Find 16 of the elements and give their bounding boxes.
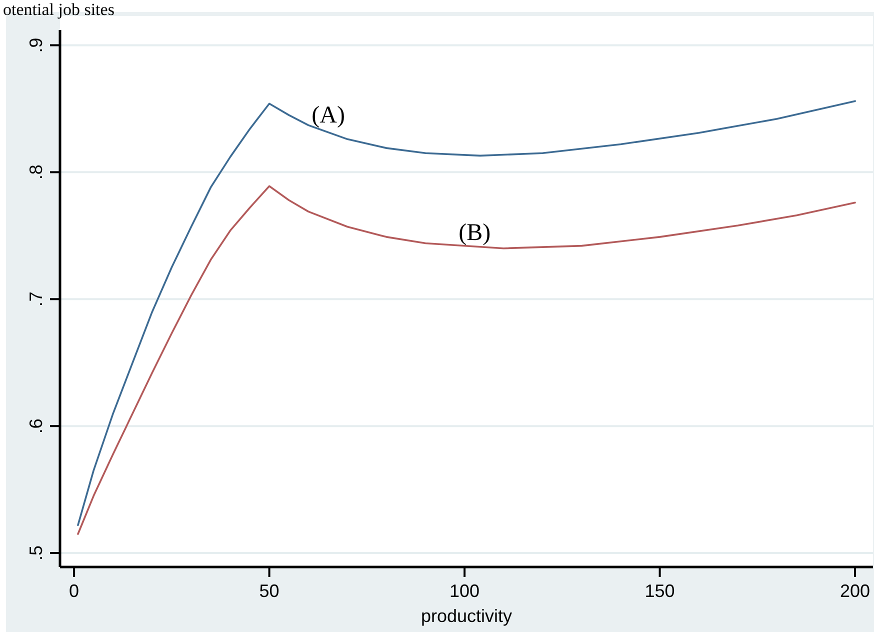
x-tick-label: 0 — [69, 581, 80, 601]
annotation: (A) — [312, 102, 345, 129]
x-axis-title: productivity — [420, 606, 512, 626]
x-tick-label: 200 — [840, 581, 870, 601]
x-tick-label: 50 — [259, 581, 280, 601]
line-series — [77, 185, 856, 535]
annotation: (B) — [458, 220, 491, 246]
y-tick-label: .6 — [26, 418, 46, 434]
y-tick-label: .9 — [26, 38, 46, 53]
x-tick-label: 150 — [644, 581, 675, 601]
y-tick-label: .7 — [26, 292, 46, 307]
y-tick-label: .5 — [26, 546, 46, 561]
chart-title: otential job sites — [3, 0, 114, 19]
x-tick-label: 100 — [450, 581, 480, 601]
y-tick-label: .8 — [26, 164, 46, 180]
line-series — [77, 100, 856, 526]
